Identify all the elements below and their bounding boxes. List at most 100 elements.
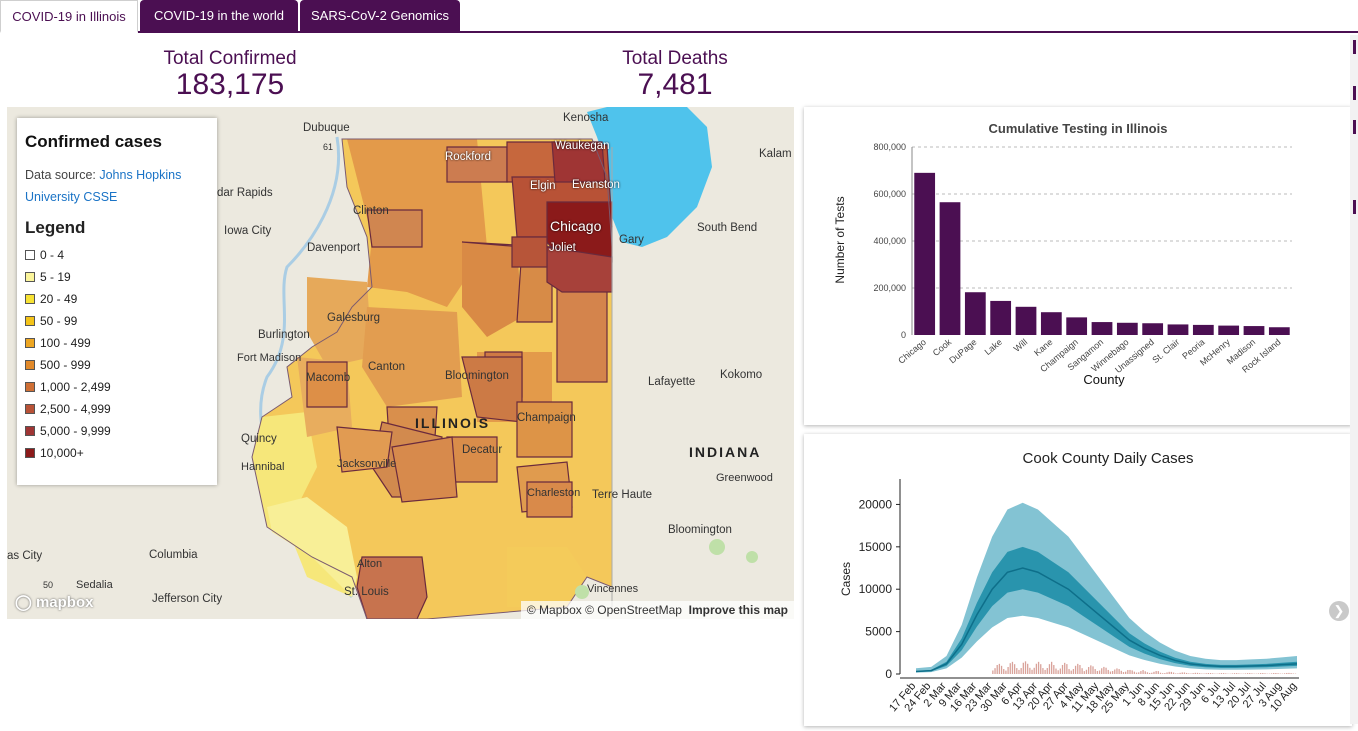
map-place-label: Chicago: [550, 218, 601, 234]
map-place-label: Hannibal: [241, 461, 284, 473]
daily-bar: [1034, 668, 1035, 674]
bar: [1168, 324, 1189, 335]
legend-swatch: [25, 360, 35, 370]
y-tick-label: 400,000: [873, 236, 906, 246]
y-tick-label: 800,000: [873, 142, 906, 152]
x-tick-label: DuPage: [947, 337, 978, 366]
mapbox-logo[interactable]: ◯ mapbox: [15, 593, 93, 611]
scrollbar-thumb[interactable]: [1352, 40, 1357, 230]
y-tick-label: 600,000: [873, 189, 906, 199]
map-place-label: Rockford: [445, 151, 491, 163]
daily-bar: [1151, 673, 1152, 674]
bar: [1016, 307, 1037, 335]
series-band-outer: [916, 503, 1297, 673]
legend-heading: Legend: [25, 218, 209, 238]
daily-bar: [1068, 669, 1069, 674]
daily-bar: [1062, 665, 1063, 674]
daily-bar: [1103, 667, 1104, 674]
daily-bar: [1129, 670, 1130, 674]
daily-bar: [1210, 673, 1211, 674]
daily-bar: [1162, 673, 1163, 674]
map-place-label: Elgin: [530, 180, 556, 192]
carousel-next-button[interactable]: ❯: [1329, 601, 1349, 621]
bar: [990, 301, 1011, 335]
legend-swatch: [25, 404, 35, 414]
daily-bar: [1236, 673, 1237, 674]
legend-item: 500 - 999: [25, 354, 209, 376]
map-place-label: St. Louis: [344, 586, 389, 598]
daily-bar: [1049, 664, 1050, 674]
legend-label: 0 - 4: [40, 244, 64, 266]
daily-bar: [1018, 670, 1019, 674]
total-confirmed-label: Total Confirmed: [130, 48, 330, 70]
daily-bar: [1234, 673, 1235, 674]
daily-bar: [1081, 668, 1082, 674]
daily-bar: [1206, 673, 1207, 674]
map-place-label: Alton: [357, 558, 382, 570]
daily-bar: [1127, 670, 1128, 674]
improve-map-link[interactable]: Improve this map: [689, 603, 788, 617]
tab-covid-illinois[interactable]: COVID-19 in Illinois: [0, 0, 138, 33]
legend-label: 500 - 999: [40, 354, 91, 376]
daily-bar: [1105, 668, 1106, 674]
cook-daily-cases-chart: Cook County Daily Cases05000100001500020…: [804, 434, 1352, 726]
map-place-label: Sedalia: [76, 579, 113, 591]
daily-bar: [1066, 664, 1067, 674]
daily-bar: [1007, 667, 1008, 674]
legend-item: 10,000+: [25, 442, 209, 464]
bar: [1193, 325, 1214, 335]
daily-bar: [1249, 673, 1250, 674]
daily-bar: [1271, 673, 1272, 674]
daily-bar: [1286, 673, 1287, 674]
x-tick-label: Chicago: [896, 337, 928, 366]
daily-bar: [1140, 671, 1141, 674]
daily-bar: [1116, 668, 1117, 674]
daily-bar: [1238, 673, 1239, 674]
daily-bar: [1147, 672, 1148, 674]
y-tick-label: 5000: [865, 625, 892, 639]
map-place-label: Galesburg: [327, 312, 380, 324]
daily-bar: [1114, 669, 1115, 674]
daily-bar: [1149, 673, 1150, 674]
x-axis-label: County: [1083, 372, 1125, 387]
daily-bar: [1275, 673, 1276, 674]
daily-bar: [1190, 673, 1191, 674]
legend-item: 50 - 99: [25, 310, 209, 332]
legend-swatch: [25, 338, 35, 348]
daily-bar: [1284, 673, 1285, 674]
map-place-label: Terre Haute: [592, 489, 652, 501]
bar: [940, 202, 961, 335]
daily-bar: [1071, 671, 1072, 674]
daily-bar: [1060, 669, 1061, 674]
daily-bar: [1186, 673, 1187, 674]
daily-bar: [1155, 671, 1156, 674]
legend-swatch: [25, 294, 35, 304]
attribution-text[interactable]: © Mapbox © OpenStreetMap: [527, 603, 682, 617]
bar: [1041, 312, 1062, 335]
legend-item: 1,000 - 2,499: [25, 376, 209, 398]
daily-bar: [1055, 669, 1056, 674]
daily-bar: [1223, 673, 1224, 674]
map-place-label: Decatur: [462, 444, 502, 456]
daily-bar: [1090, 665, 1091, 674]
daily-bar: [1075, 666, 1076, 674]
legend-item: 20 - 49: [25, 288, 209, 310]
daily-bar: [1112, 671, 1113, 674]
map-place-label: Dubuque: [303, 122, 350, 134]
tab-covid-world[interactable]: COVID-19 in the world: [140, 0, 298, 32]
y-tick-label: 10000: [859, 582, 893, 596]
daily-bar: [1219, 673, 1220, 674]
daily-bar: [1225, 673, 1226, 674]
map-place-label: Burlington: [258, 329, 310, 341]
data-source-label: Data source:: [25, 168, 99, 182]
daily-bar: [1079, 665, 1080, 674]
daily-bar: [1188, 673, 1189, 674]
map-place-label: Clinton: [353, 205, 389, 217]
total-confirmed: Total Confirmed 183,175: [130, 48, 330, 100]
daily-bar: [1010, 663, 1011, 674]
daily-bar: [1073, 669, 1074, 674]
y-tick-label: 15000: [859, 540, 893, 554]
legend-label: 20 - 49: [40, 288, 77, 310]
tab-sars-genomics[interactable]: SARS-CoV-2 Genomics: [300, 0, 460, 32]
